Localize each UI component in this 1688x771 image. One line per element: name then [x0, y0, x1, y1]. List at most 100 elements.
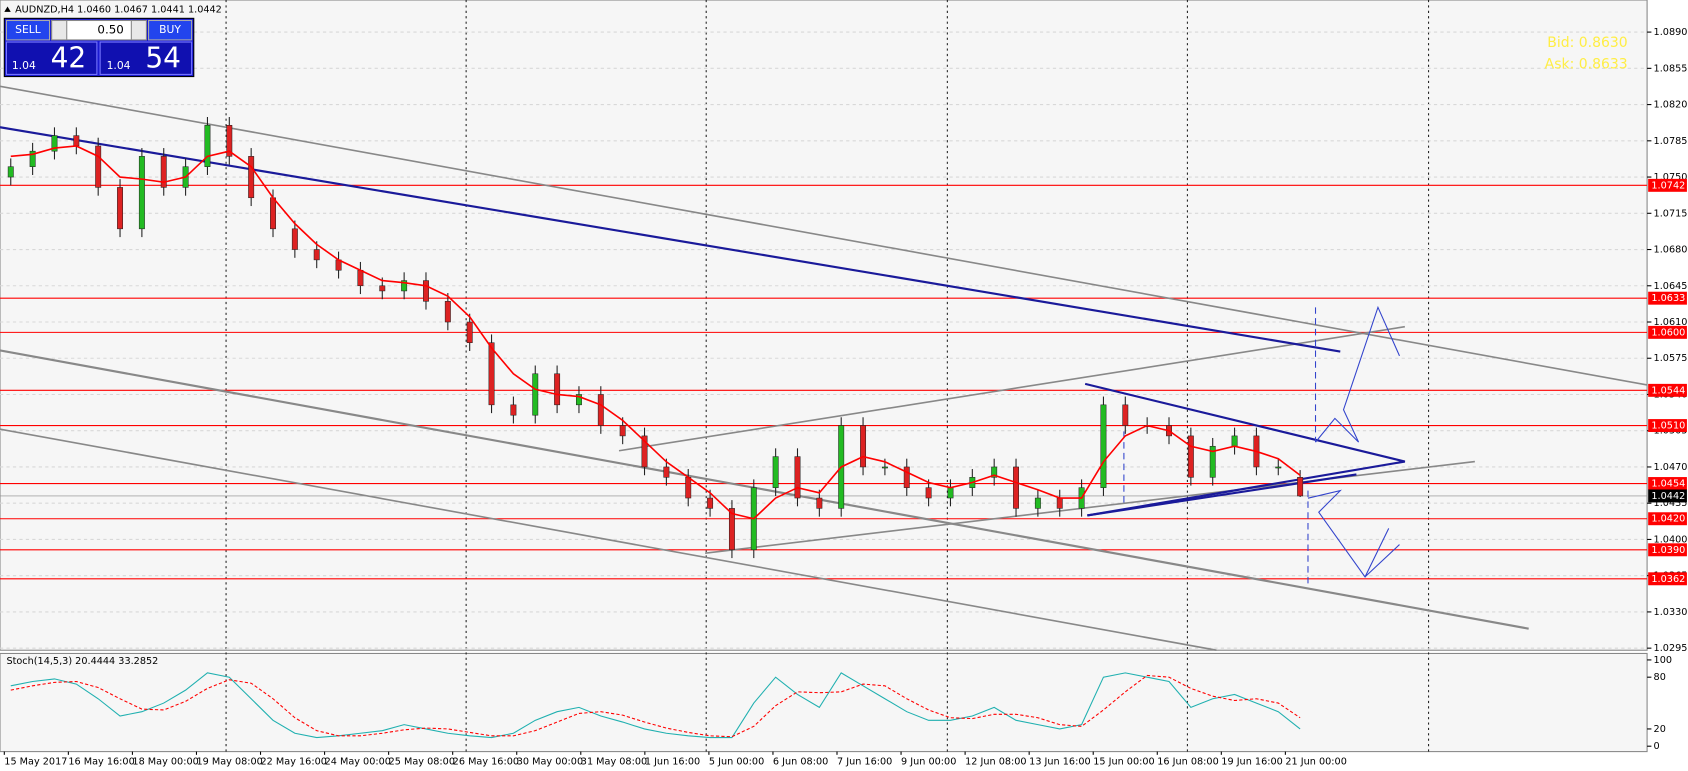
- x-tick-label: 19 May 08:00: [196, 756, 262, 767]
- level-tag: [1648, 383, 1687, 397]
- trade-panel: SELL 0.50 BUY 1.04 42 1.04 54: [3, 17, 195, 78]
- y-tick-label: 1.0330: [1654, 607, 1688, 618]
- candle-body: [510, 404, 517, 416]
- x-tick-label: 21 Jun 00:00: [1285, 756, 1346, 767]
- trendlines: [0, 85, 1648, 652]
- stoch-tick-label: 20: [1654, 724, 1666, 735]
- stoch-line: [10, 674, 1301, 738]
- sell-price[interactable]: [5, 41, 98, 75]
- candle-body: [1013, 466, 1019, 509]
- buy-pips: 54: [145, 41, 181, 74]
- lot-up[interactable]: [130, 19, 147, 41]
- y-tick-label: 1.0750: [1654, 172, 1688, 183]
- candle-body: [816, 497, 823, 509]
- candle-body: [991, 466, 998, 478]
- level-tag: [1648, 325, 1687, 339]
- buy-big: 1.04: [107, 59, 131, 72]
- candle-body: [707, 497, 714, 509]
- y-tick-label: 1.0785: [1654, 136, 1688, 147]
- y-tick-label: 1.0575: [1654, 353, 1688, 364]
- candle-body: [117, 187, 123, 230]
- x-tick-label: 19 Jun 16:00: [1221, 756, 1282, 767]
- candle-body: [1034, 497, 1041, 509]
- y-tick-label: 1.0435: [1654, 498, 1688, 509]
- candle-body: [95, 145, 102, 188]
- buy-button[interactable]: [148, 19, 193, 41]
- x-tick-label: 16 May 16:00: [68, 756, 134, 767]
- x-tick-label: 30 May 00:00: [517, 756, 583, 767]
- y-tick-label: 1.0400: [1654, 534, 1688, 545]
- ask: Ask: 0.8633: [1545, 57, 1628, 73]
- level-label: 1.0362: [1651, 574, 1685, 585]
- candle-body: [357, 269, 364, 287]
- x-tick-label: 13 Jun 16:00: [1029, 756, 1090, 767]
- candle-body: [73, 135, 80, 147]
- candle-body: [925, 487, 932, 499]
- x-tick-label: 1 Jun 16:00: [645, 756, 700, 767]
- buy-price[interactable]: [99, 41, 193, 75]
- level-label: 1.0420: [1651, 514, 1685, 525]
- buy-label: BUY: [159, 23, 181, 36]
- candle-body: [881, 466, 888, 469]
- sell-label: SELL: [15, 23, 41, 36]
- x-tick-label: 6 Jun 08:00: [773, 756, 828, 767]
- moving-average: [10, 145, 1301, 520]
- candle-body: [138, 156, 145, 230]
- candle-body: [226, 125, 233, 157]
- candle-body: [444, 301, 451, 323]
- x-tick-label: 12 Jun 08:00: [965, 756, 1026, 767]
- sell-pips: 42: [51, 41, 87, 74]
- sell-button[interactable]: [5, 19, 51, 41]
- candle-body: [7, 166, 14, 178]
- chart-title: AUDNZD,H4 1.0460 1.0467 1.0441 1.0442: [15, 5, 222, 16]
- y-tick-label: 1.0715: [1654, 208, 1688, 219]
- candle-body: [1209, 445, 1216, 478]
- candle-body: [204, 125, 211, 167]
- x-tick-label: 18 May 00:00: [132, 756, 198, 767]
- x-tick-label: 16 Jun 08:00: [1157, 756, 1218, 767]
- candle-body: [1297, 477, 1304, 497]
- level-tag: [1648, 419, 1687, 433]
- collapse-icon: [4, 6, 11, 12]
- y-tick-label: 1.0470: [1654, 462, 1688, 473]
- candle-body: [423, 280, 429, 302]
- candle-body: [575, 394, 582, 406]
- level-tag: [1648, 291, 1687, 305]
- candle-body: [488, 342, 495, 406]
- level-tag: [1648, 512, 1687, 526]
- main-plot: [0, 0, 1648, 651]
- lot-value: 0.50: [97, 23, 123, 37]
- separators: [225, 0, 1430, 752]
- candle-body: [466, 321, 473, 343]
- candle-body: [313, 249, 320, 261]
- y-tick-label: 1.0820: [1654, 100, 1688, 111]
- bid: Bid: 0.8630: [1547, 35, 1627, 51]
- candle-body: [663, 466, 670, 478]
- y-tick-label: 1.0890: [1654, 27, 1688, 38]
- candle-body: [160, 156, 167, 188]
- stoch-tick-label: 0: [1654, 741, 1660, 752]
- x-tick-label: 15 May 2017: [4, 756, 67, 767]
- level-tag: [1648, 178, 1687, 192]
- lot-down[interactable]: [51, 19, 68, 41]
- level-label: 1.0633: [1651, 293, 1685, 304]
- current-label: 1.0442: [1651, 491, 1685, 502]
- candle-body: [860, 425, 867, 468]
- x-tick-label: 9 Jun 00:00: [901, 756, 956, 767]
- candle-body: [248, 156, 255, 199]
- level-label: 1.0454: [1651, 479, 1685, 490]
- candle-body: [1100, 404, 1107, 488]
- candle-body: [1056, 497, 1063, 509]
- candle-body: [1122, 404, 1129, 426]
- stoch-title: Stoch(14,5,3) 20.4444 33.2852: [6, 656, 158, 667]
- y-tick-label: 1.0645: [1654, 281, 1688, 292]
- y-tick-label: 1.0610: [1654, 317, 1688, 328]
- stoch-tick-label: 80: [1654, 672, 1666, 683]
- y-tick-label: 1.0855: [1654, 63, 1688, 74]
- candle-body: [1275, 466, 1282, 469]
- candle-body: [794, 456, 801, 499]
- channel-line: [0, 349, 1529, 630]
- triangle: [1084, 382, 1406, 517]
